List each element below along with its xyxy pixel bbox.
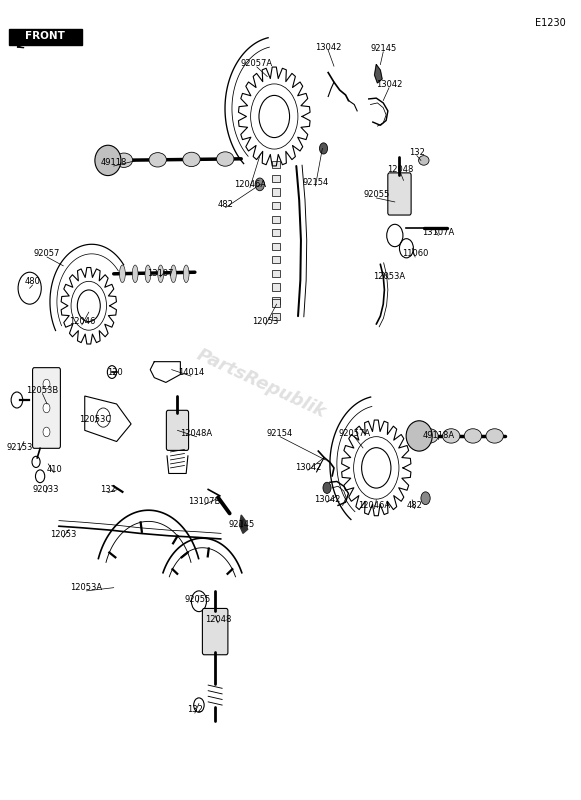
Bar — [272, 283, 280, 290]
Bar — [272, 297, 280, 304]
Text: 13107A: 13107A — [422, 228, 454, 237]
Text: 12048: 12048 — [388, 166, 414, 174]
Circle shape — [43, 379, 50, 389]
Text: 132: 132 — [187, 706, 203, 714]
Text: 13042: 13042 — [315, 42, 342, 51]
Text: 12046A: 12046A — [234, 180, 266, 189]
Ellipse shape — [149, 153, 166, 167]
Text: 482: 482 — [407, 501, 422, 510]
Text: 92154: 92154 — [302, 178, 328, 187]
Bar — [272, 256, 280, 263]
Text: 13107: 13107 — [147, 270, 173, 278]
Text: 12053: 12053 — [50, 530, 77, 538]
Text: 92153: 92153 — [6, 442, 33, 452]
Text: 92057: 92057 — [34, 250, 60, 258]
Ellipse shape — [443, 429, 460, 443]
Polygon shape — [375, 65, 382, 83]
Text: 14014: 14014 — [178, 368, 204, 378]
Ellipse shape — [158, 265, 164, 282]
Circle shape — [323, 482, 331, 494]
Text: 92057A: 92057A — [241, 59, 273, 68]
Circle shape — [255, 178, 264, 190]
FancyBboxPatch shape — [388, 173, 411, 215]
Ellipse shape — [170, 265, 176, 282]
Bar — [272, 215, 280, 222]
Ellipse shape — [183, 265, 189, 282]
Bar — [272, 174, 280, 182]
Text: 480: 480 — [24, 278, 41, 286]
Text: 12053: 12053 — [252, 318, 279, 326]
Circle shape — [320, 143, 328, 154]
Text: 49118A: 49118A — [422, 431, 454, 441]
Text: FRONT: FRONT — [26, 31, 65, 42]
Text: 12053A: 12053A — [373, 272, 405, 281]
Ellipse shape — [95, 146, 121, 175]
Text: 12053A: 12053A — [70, 583, 102, 592]
Text: 92145: 92145 — [229, 520, 255, 529]
Ellipse shape — [183, 152, 200, 166]
Ellipse shape — [115, 153, 132, 167]
Circle shape — [43, 403, 50, 413]
Text: 49118: 49118 — [101, 158, 127, 167]
Ellipse shape — [120, 265, 125, 282]
Bar — [272, 313, 280, 320]
Bar — [272, 162, 280, 169]
Text: 132: 132 — [409, 148, 425, 157]
Text: 410: 410 — [46, 465, 62, 474]
Text: 12046: 12046 — [69, 318, 95, 326]
Bar — [272, 202, 280, 209]
Text: 13107B: 13107B — [188, 497, 221, 506]
Text: 92033: 92033 — [33, 485, 59, 494]
Text: 120: 120 — [107, 368, 123, 378]
FancyBboxPatch shape — [166, 410, 189, 450]
Ellipse shape — [132, 265, 138, 282]
Ellipse shape — [145, 265, 151, 282]
FancyBboxPatch shape — [33, 368, 60, 448]
Text: 92055: 92055 — [185, 595, 211, 604]
FancyBboxPatch shape — [202, 609, 228, 654]
Text: 482: 482 — [218, 200, 234, 209]
Text: 13042: 13042 — [376, 80, 402, 89]
Text: 92055: 92055 — [363, 190, 389, 199]
Text: 13042: 13042 — [295, 462, 321, 471]
Ellipse shape — [406, 421, 432, 451]
Circle shape — [421, 492, 430, 505]
Bar — [272, 188, 280, 195]
Circle shape — [43, 427, 50, 437]
Polygon shape — [239, 515, 248, 534]
Text: 92057A: 92057A — [338, 429, 370, 438]
Text: 12048A: 12048A — [181, 429, 213, 438]
Text: 132: 132 — [100, 485, 116, 494]
Bar — [272, 299, 280, 306]
Bar — [272, 270, 280, 277]
Ellipse shape — [217, 152, 234, 166]
Text: 12046A: 12046A — [358, 501, 390, 510]
Text: 92154: 92154 — [267, 429, 293, 438]
Bar — [272, 229, 280, 236]
Text: E1230: E1230 — [535, 18, 566, 28]
Ellipse shape — [421, 429, 438, 443]
Text: 92145: 92145 — [370, 44, 396, 53]
Text: 13042: 13042 — [314, 494, 340, 503]
Ellipse shape — [418, 156, 429, 166]
Polygon shape — [9, 29, 82, 45]
Ellipse shape — [464, 429, 482, 443]
Bar — [272, 242, 280, 250]
Text: PartsRepublik: PartsRepublik — [194, 346, 329, 422]
Text: 11060: 11060 — [402, 250, 428, 258]
Ellipse shape — [486, 429, 503, 443]
Text: 12048: 12048 — [205, 615, 231, 624]
Text: 12053B: 12053B — [26, 386, 59, 395]
Text: 12053C: 12053C — [79, 414, 112, 424]
